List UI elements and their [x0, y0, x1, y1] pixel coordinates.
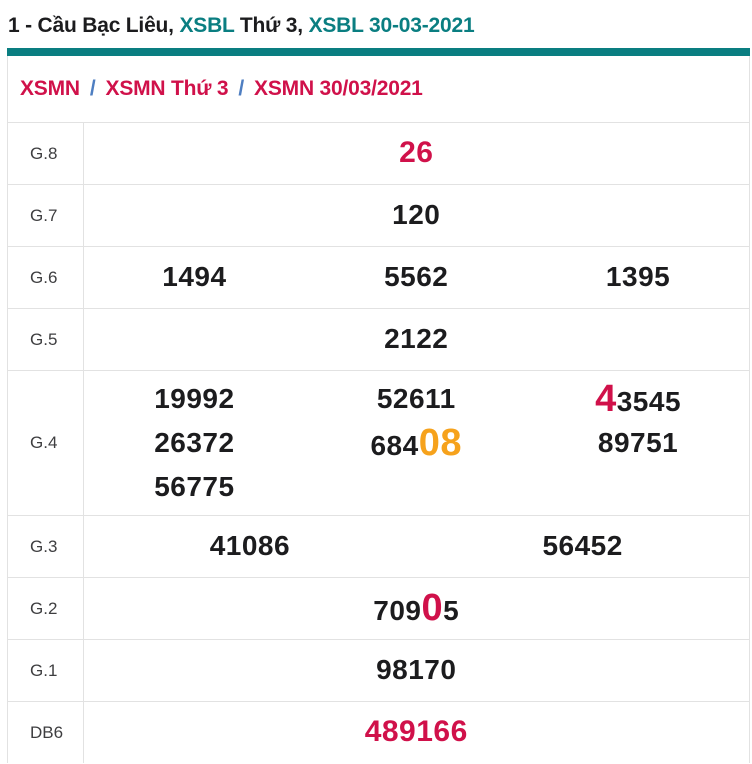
title-link[interactable]: XSBL [179, 14, 235, 37]
prize-values: 19992 52611 43545 26372 68408 89751 56775 [83, 370, 750, 516]
prize-number: 70905 [84, 589, 750, 627]
prize-label: DB6 [8, 701, 84, 763]
prize-number: 52611 [305, 383, 527, 415]
prize-digit-highlight: 0 [421, 587, 444, 630]
table-row: G.7 120 [8, 184, 750, 247]
prize-digit: 56452 [542, 530, 623, 562]
table-row: G.6 1494 5562 1395 [8, 246, 750, 309]
prize-values: 98170 [83, 639, 750, 702]
table-row: G.8 26 [8, 123, 749, 185]
prize-number: 5562 [305, 261, 527, 293]
prize-digit: 26372 [154, 426, 235, 458]
prize-number: 56775 [84, 471, 306, 503]
prize-label: G.8 [8, 123, 84, 185]
prize-digit-highlight: 489166 [364, 715, 468, 749]
prize-values: 70905 [83, 577, 750, 640]
prize-number: 56452 [416, 530, 749, 562]
prize-line: 1494 5562 1395 [84, 253, 750, 302]
prize-digit: 19992 [154, 382, 235, 414]
prize-digit-highlight: 4 [595, 377, 617, 420]
prize-values: 41086 56452 [83, 515, 750, 578]
prize-digit: 2122 [384, 323, 449, 355]
prize-number: 1395 [527, 261, 749, 293]
prize-digit: 1494 [162, 261, 227, 293]
table-row: G.4 19992 52611 43545 26372 68408 89751 56775 [8, 370, 750, 516]
prize-digit: 56775 [154, 470, 235, 502]
prize-digit: 89751 [597, 426, 679, 458]
breadcrumb-link[interactable]: XSMN 30/03/2021 [254, 77, 423, 100]
prize-digit: 41086 [209, 530, 291, 562]
prize-number: 43545 [527, 380, 749, 418]
prize-label: G.5 [8, 308, 84, 371]
prize-values: 2122 [83, 308, 750, 371]
page-title: 1 - Cầu Bạc Liêu, XSBL Thứ 3, XSBL 30-03… [0, 0, 752, 48]
prize-label: G.6 [8, 246, 84, 309]
prize-line: 19992 52611 43545 [84, 377, 750, 421]
title-link[interactable]: XSBL 30-03-2021 [308, 14, 475, 37]
prize-digit-highlight: 08 [418, 421, 462, 464]
prize-values: 489166 [83, 701, 750, 763]
prize-digit: 5562 [384, 261, 449, 293]
table-row: G.5 2122 [8, 308, 750, 371]
prize-number: 89751 [527, 427, 749, 459]
results-panel: XSMN / XSMN Thứ 3 / XSMN 30/03/2021 G.8 26 G.7… [7, 56, 750, 763]
prize-label: G.3 [8, 515, 84, 578]
breadcrumb-link[interactable]: XSMN [20, 77, 80, 100]
title-text: 1 - Cầu Bạc Liêu, [8, 14, 180, 37]
prize-values: 120 [83, 184, 750, 247]
prize-line: 120 [84, 191, 750, 240]
prize-digit: 98170 [376, 654, 457, 686]
prize-digit: 684 [370, 429, 419, 461]
prize-number: 26 [84, 136, 750, 171]
prize-number: 19992 [84, 383, 306, 415]
breadcrumb-separator: / [238, 77, 245, 100]
table-row: DB6 489166 [8, 701, 750, 763]
prize-digit: 3545 [616, 385, 682, 417]
prize-number: 1494 [84, 261, 306, 293]
prize-label: G.2 [8, 577, 84, 640]
prize-digit: 5 [443, 595, 460, 627]
prize-number: 120 [84, 199, 750, 231]
prize-line: 26372 68408 89751 [84, 421, 750, 465]
prize-line: 2122 [84, 315, 750, 364]
prize-number: 26372 [84, 427, 306, 459]
prize-digit-highlight: 26 [399, 136, 434, 170]
table-row: G.3 41086 56452 [8, 515, 750, 578]
prize-line: 56775 [84, 465, 750, 509]
prize-number: 489166 [84, 715, 750, 750]
teal-divider [7, 48, 750, 56]
prize-line: 489166 [84, 708, 750, 757]
prize-line: 26 [84, 129, 750, 178]
prize-number: 68408 [305, 424, 527, 462]
prize-digit: 1395 [605, 261, 671, 293]
table-row: G.1 98170 [8, 639, 750, 702]
prize-number: 98170 [84, 654, 750, 686]
prize-values: 26 [83, 123, 749, 185]
title-text: Thứ 3, [234, 14, 309, 37]
table-row: G.2 70905 [8, 577, 750, 640]
results-table: G.8 26 G.7 120 G.6 1494 5562 1395 G.5 2122 G.4 1999… [8, 123, 749, 763]
breadcrumb: XSMN / XSMN Thứ 3 / XSMN 30/03/2021 [8, 56, 749, 123]
prize-digit: 709 [373, 595, 422, 627]
prize-line: 70905 [84, 584, 750, 633]
prize-line: 98170 [84, 646, 750, 695]
prize-label: G.1 [8, 639, 84, 702]
prize-label: G.7 [8, 184, 84, 247]
breadcrumb-separator: / [89, 77, 96, 100]
prize-digit: 52611 [376, 382, 456, 414]
prize-number: 41086 [84, 530, 417, 562]
prize-label: G.4 [8, 370, 84, 516]
prize-digit: 120 [392, 199, 441, 231]
prize-values: 1494 5562 1395 [83, 246, 750, 309]
prize-number: 2122 [84, 323, 750, 355]
results-table-body: G.8 26 G.7 120 G.6 1494 5562 1395 G.5 2122 G.4 1999… [8, 123, 749, 763]
prize-line: 41086 56452 [84, 522, 750, 571]
breadcrumb-link[interactable]: XSMN Thứ 3 [105, 77, 229, 100]
